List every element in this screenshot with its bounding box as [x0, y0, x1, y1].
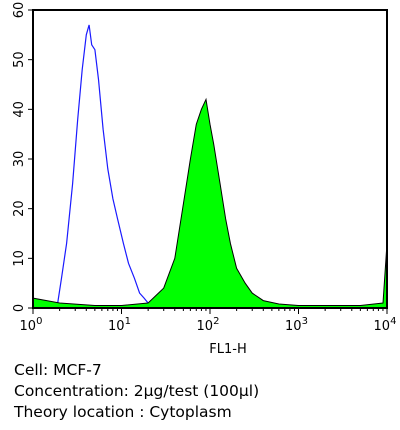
- x-tick-label: 100: [20, 316, 43, 334]
- x-tick-label: 104: [374, 316, 397, 334]
- cell-line-text: Cell: MCF-7: [14, 361, 102, 379]
- location-text: Theory location : Cytoplasm: [14, 403, 232, 421]
- caption: Cell: MCF-7 Concentration: 2µg/test (100…: [14, 360, 394, 423]
- x-tick-exponent: 0: [36, 316, 42, 327]
- x-axis-label: FL1-H: [209, 342, 246, 357]
- x-tick-exponent: 2: [213, 316, 219, 327]
- x-tick-exponent: 1: [125, 316, 131, 327]
- histogram-marks: [32, 24, 388, 309]
- y-tick-label: 0: [12, 304, 27, 312]
- y-tick-label: 40: [12, 101, 27, 118]
- y-tick-label: 30: [12, 151, 27, 168]
- histogram-series-2-filled: [32, 97, 388, 309]
- y-tick-label: 10: [12, 250, 27, 267]
- x-tick-exponent: 3: [302, 316, 308, 327]
- x-tick-label: 102: [197, 316, 220, 334]
- y-tick-label: 60: [12, 2, 27, 19]
- x-tick-exponent: 4: [390, 316, 396, 327]
- x-tick-label: 103: [285, 316, 308, 334]
- y-tick-label: 20: [12, 200, 27, 217]
- concentration-text: Concentration: 2µg/test (100µl): [14, 382, 260, 400]
- y-tick-label: 50: [12, 51, 27, 68]
- x-tick-label: 101: [108, 316, 131, 334]
- histogram-series-1-outline: [33, 24, 164, 309]
